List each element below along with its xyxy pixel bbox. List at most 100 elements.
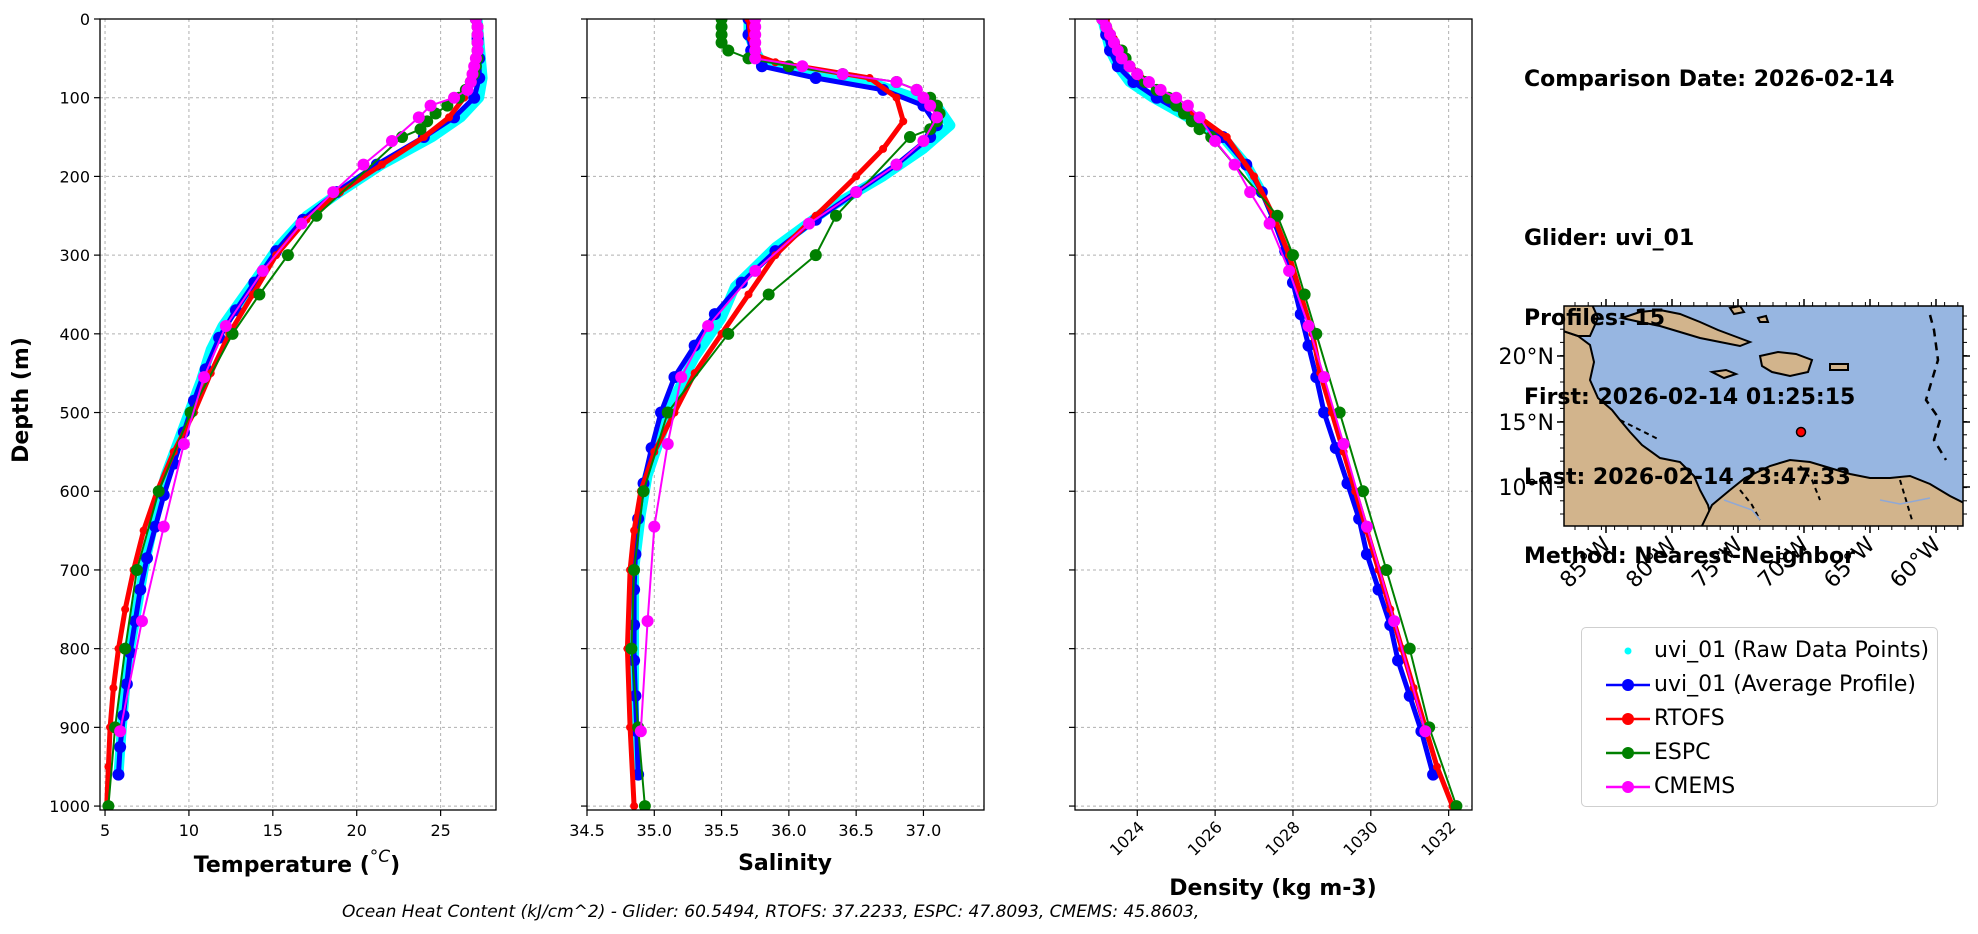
y-tick-label: 400: [59, 325, 90, 344]
plot-frame: [99, 18, 497, 811]
data-point: [1302, 339, 1315, 352]
y-tick-label: 300: [59, 246, 90, 265]
series-cmems: [114, 19, 484, 738]
series-line: [1101, 19, 1427, 732]
data-point: [744, 290, 753, 299]
y-tick-label: 800: [59, 640, 90, 659]
data-point: [1333, 406, 1346, 419]
series-cmems: [1096, 19, 1432, 738]
legend-item-cmems: CMEMS: [1582, 772, 1937, 802]
data-point: [1131, 68, 1144, 81]
data-point: [628, 619, 641, 632]
x-tick-label: 5: [100, 821, 110, 840]
data-point: [130, 563, 143, 576]
data-point: [803, 217, 816, 230]
legend-swatch-rtofs: [1606, 713, 1650, 725]
data-point: [1392, 654, 1405, 667]
data-point: [1357, 485, 1370, 498]
data-point: [1193, 123, 1206, 136]
data-point: [924, 99, 937, 112]
data-point: [910, 83, 923, 96]
data-point: [139, 526, 148, 535]
raw-data-point: [946, 121, 955, 130]
data-point: [762, 288, 775, 301]
y-tick-label: 900: [59, 718, 90, 737]
salinity-panel: 34.5 35.0 35.5 36.0 36.5 37.0: [569, 18, 985, 840]
data-point: [157, 520, 170, 533]
data-point: [1142, 75, 1155, 88]
data-point: [424, 99, 437, 112]
data-point: [414, 123, 427, 136]
data-point: [648, 520, 661, 533]
x-tick-label: 25: [430, 821, 450, 840]
data-point: [219, 319, 232, 332]
data-point: [112, 768, 125, 781]
data-point: [688, 339, 701, 352]
data-point: [796, 60, 809, 73]
last-time: Last: 2026-02-14 23:47:33: [1524, 464, 1851, 490]
data-point: [1154, 83, 1167, 96]
data-point: [634, 725, 647, 738]
data-point: [412, 111, 425, 124]
y-tick-label: 200: [59, 167, 90, 186]
legend-label-raw: uvi_01 (Raw Data Points): [1654, 638, 1930, 663]
comparison-date: Comparison Date: 2026-02-14: [1524, 67, 1895, 92]
temperature-label-unit: °C: [370, 847, 391, 867]
data-point: [626, 723, 635, 732]
x-tick-label: 1024: [1106, 817, 1148, 859]
data-point: [809, 72, 822, 85]
series-line: [631, 19, 940, 775]
data-point: [119, 642, 132, 655]
data-point: [1193, 111, 1206, 124]
data-point: [1302, 319, 1315, 332]
data-point: [628, 563, 641, 576]
x-tick-label: 34.5: [569, 821, 605, 840]
density-panel: 1024 1026 1028 1030 1032: [1069, 18, 1473, 860]
data-point: [1209, 134, 1222, 147]
depth-axis-label: Depth (m): [9, 337, 34, 463]
data-point: [899, 117, 908, 126]
legend-item-average: uvi_01 (Average Profile): [1582, 670, 1937, 700]
y-tick-label: 600: [59, 482, 90, 501]
data-point: [892, 93, 901, 102]
data-point: [1388, 615, 1401, 628]
data-point: [1318, 371, 1331, 384]
y-tick-label: 700: [59, 561, 90, 580]
legend-label-rtofs: RTOFS: [1654, 706, 1725, 731]
plot-area: [1096, 19, 1463, 810]
data-point: [327, 186, 340, 199]
plot-frame: [1074, 18, 1473, 811]
data-point: [1228, 158, 1241, 171]
data-point: [102, 800, 115, 810]
data-point: [461, 83, 474, 96]
glider-location-marker: [1795, 426, 1807, 438]
data-point: [385, 134, 398, 147]
data-point: [256, 264, 269, 277]
legend-swatch-cmems: [1606, 781, 1650, 793]
legend-swatch-espc: [1606, 747, 1650, 759]
map-frame: [1563, 305, 1964, 527]
data-point: [114, 725, 127, 738]
x-tick-label: 1028: [1262, 817, 1304, 859]
data-point: [1250, 172, 1259, 181]
data-point: [930, 111, 943, 124]
legend-swatch-average: [1606, 679, 1650, 691]
data-point: [1360, 520, 1373, 533]
series-line: [1099, 19, 1436, 776]
data-point: [628, 654, 641, 667]
temperature-label-main: Temperature (: [194, 853, 370, 878]
data-point: [152, 485, 165, 498]
legend-swatch-raw: [1624, 647, 1632, 655]
data-point: [782, 60, 795, 73]
data-point: [702, 319, 715, 332]
data-point: [281, 249, 294, 262]
data-point: [448, 91, 461, 104]
glider-name: Glider: uvi_01: [1524, 226, 1695, 251]
profile-count: Profiles: 15: [1524, 305, 1666, 331]
data-point: [177, 438, 190, 451]
data-point: [114, 741, 127, 754]
data-point: [1123, 60, 1136, 73]
map-lat-label: 15°N: [1499, 411, 1554, 436]
data-point: [1181, 99, 1194, 112]
legend-item-raw: uvi_01 (Raw Data Points): [1582, 636, 1937, 666]
